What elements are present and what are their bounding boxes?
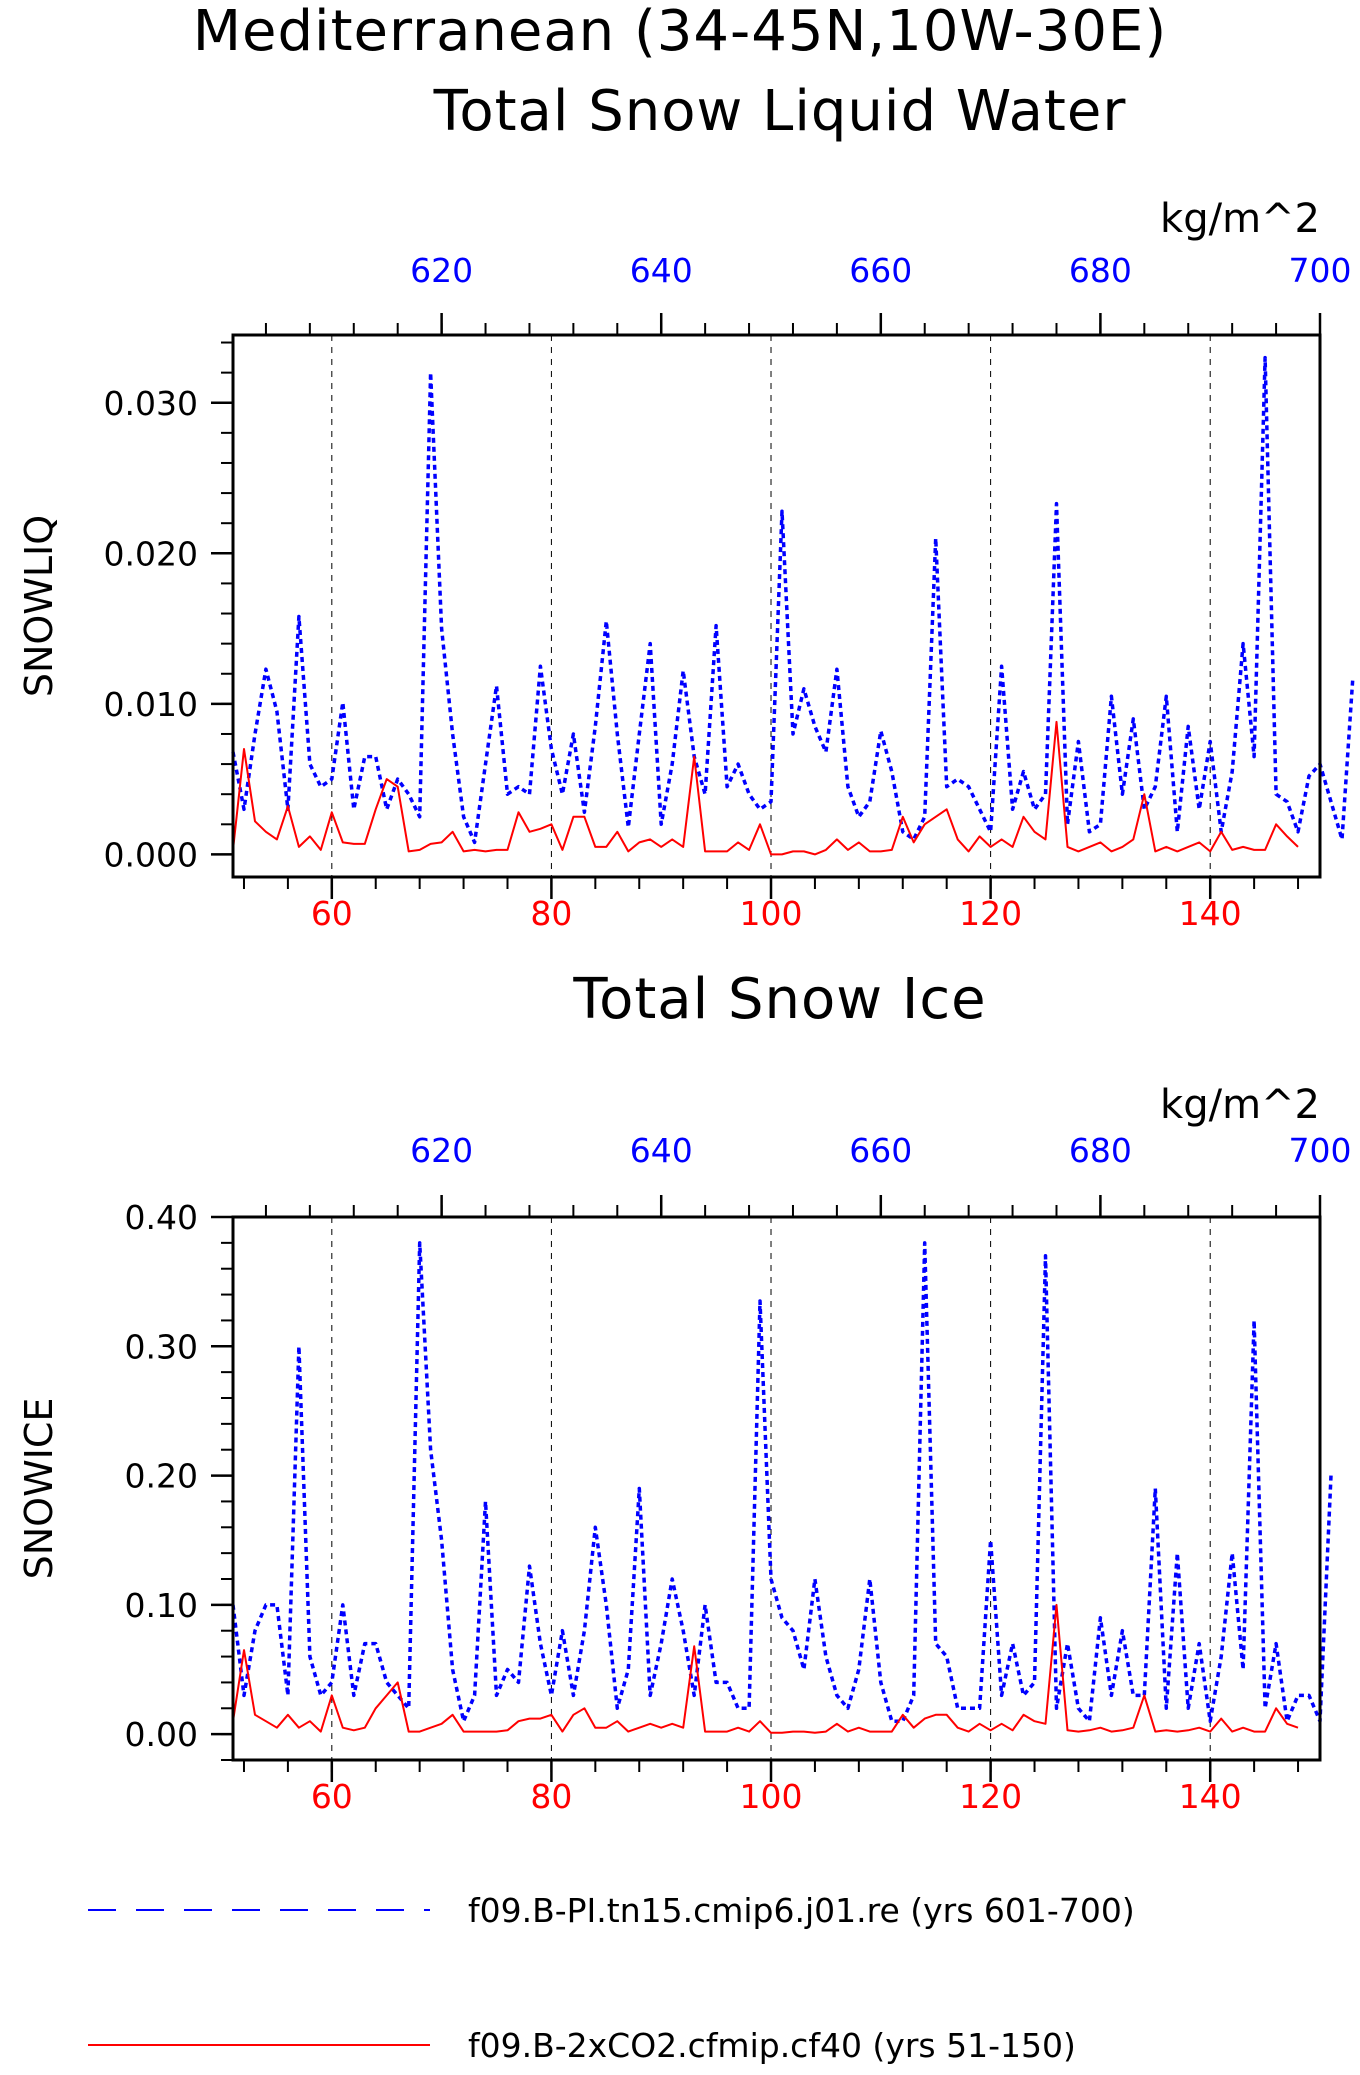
y-tick-label: 0.010 xyxy=(104,685,198,724)
figure-title: Mediterranean (34-45N,10W-30E) xyxy=(193,0,1168,64)
bottom-tick-label: 80 xyxy=(530,1777,572,1816)
y-tick-label: 0.40 xyxy=(125,1198,198,1237)
top-tick-label: 660 xyxy=(849,1131,912,1170)
y-tick-label: 0.30 xyxy=(125,1327,198,1366)
y-tick-label: 0.000 xyxy=(104,835,198,874)
series-line-2xco2 xyxy=(232,720,1299,856)
legend-label-1: f09.B-PI.tn15.cmip6.j01.re (yrs 601-700) xyxy=(468,1891,1135,1930)
top-tick-label: 640 xyxy=(630,1131,693,1170)
y-tick-label: 0.00 xyxy=(125,1715,198,1754)
legend-label-2: f09.B-2xCO2.cfmip.cf40 (yrs 51-150) xyxy=(468,2026,1076,2065)
bottom-tick-label: 120 xyxy=(959,1777,1022,1816)
top-tick-label: 640 xyxy=(630,251,693,290)
y-tick-label: 0.030 xyxy=(104,384,198,423)
y-tick-label: 0.10 xyxy=(125,1586,198,1625)
y-tick-label: 0.020 xyxy=(104,534,198,573)
unit-label: kg/m^2 xyxy=(1160,196,1320,242)
top-tick-label: 700 xyxy=(1289,251,1352,290)
top-tick-label: 700 xyxy=(1289,1131,1352,1170)
series-line-pi xyxy=(231,1241,1333,1723)
top-tick-label: 680 xyxy=(1069,251,1132,290)
bottom-tick-label: 140 xyxy=(1179,1777,1242,1816)
unit-label: kg/m^2 xyxy=(1160,1082,1320,1128)
top-tick-label: 680 xyxy=(1069,1131,1132,1170)
plot-frame xyxy=(231,333,1322,879)
chart-panel-2: Total Snow Ice kg/m^2 SNOWICE 60 80 100 120 140… xyxy=(17,967,1352,1816)
bottom-tick-label: 100 xyxy=(740,894,803,933)
bottom-tick-label: 80 xyxy=(530,894,572,933)
top-tick-label: 660 xyxy=(849,251,912,290)
legend: f09.B-PI.tn15.cmip6.j01.re (yrs 601-700)… xyxy=(88,1891,1135,2065)
y-axis-label: SNOWICE xyxy=(17,1398,61,1580)
bottom-tick-label: 60 xyxy=(311,1777,353,1816)
y-tick-label: 0.20 xyxy=(125,1457,198,1496)
chart-title: Total Snow Ice xyxy=(572,967,986,1032)
chart-title: Total Snow Liquid Water xyxy=(433,79,1127,144)
top-tick-label: 620 xyxy=(410,251,473,290)
bottom-tick-label: 60 xyxy=(311,894,353,933)
plot-frame xyxy=(231,1215,1322,1762)
series-line-2xco2 xyxy=(232,1603,1299,1734)
panels: Total Snow Liquid Water kg/m^2 SNOWLIQ 60 80… xyxy=(17,79,1355,1816)
series-line-pi xyxy=(231,355,1355,845)
bottom-tick-label: 140 xyxy=(1179,894,1242,933)
y-axis-label: SNOWLIQ xyxy=(17,515,61,697)
top-tick-label: 620 xyxy=(410,1131,473,1170)
chart-panel-1: Total Snow Liquid Water kg/m^2 SNOWLIQ 60 80… xyxy=(17,79,1355,933)
bottom-tick-label: 100 xyxy=(740,1777,803,1816)
bottom-tick-label: 120 xyxy=(959,894,1022,933)
